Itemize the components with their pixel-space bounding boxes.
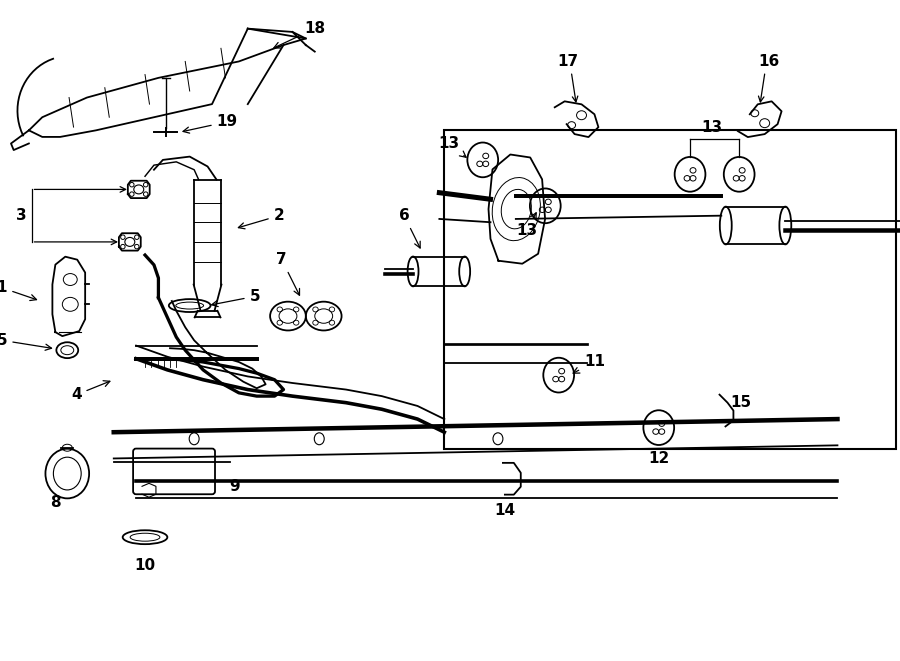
Text: 18: 18 xyxy=(274,21,325,48)
Text: 4: 4 xyxy=(71,381,110,403)
Text: 13: 13 xyxy=(438,136,466,157)
Text: 13: 13 xyxy=(516,213,537,238)
Text: 5: 5 xyxy=(212,289,260,307)
Text: 7: 7 xyxy=(276,252,300,295)
Text: 17: 17 xyxy=(557,54,578,69)
Text: 1: 1 xyxy=(0,280,37,301)
Text: 9: 9 xyxy=(230,479,239,494)
Text: 3: 3 xyxy=(16,208,27,223)
Text: 11: 11 xyxy=(573,354,605,373)
Text: 13: 13 xyxy=(702,120,723,135)
Bar xyxy=(445,130,896,449)
Text: 10: 10 xyxy=(134,558,156,573)
Text: 5: 5 xyxy=(0,333,51,350)
Text: 14: 14 xyxy=(494,504,516,518)
Text: 15: 15 xyxy=(731,395,752,410)
Text: 12: 12 xyxy=(648,451,670,466)
Text: 19: 19 xyxy=(183,114,238,133)
Text: 16: 16 xyxy=(758,54,779,69)
Text: 6: 6 xyxy=(399,208,420,248)
Text: 8: 8 xyxy=(50,495,61,510)
Text: 2: 2 xyxy=(238,208,284,229)
